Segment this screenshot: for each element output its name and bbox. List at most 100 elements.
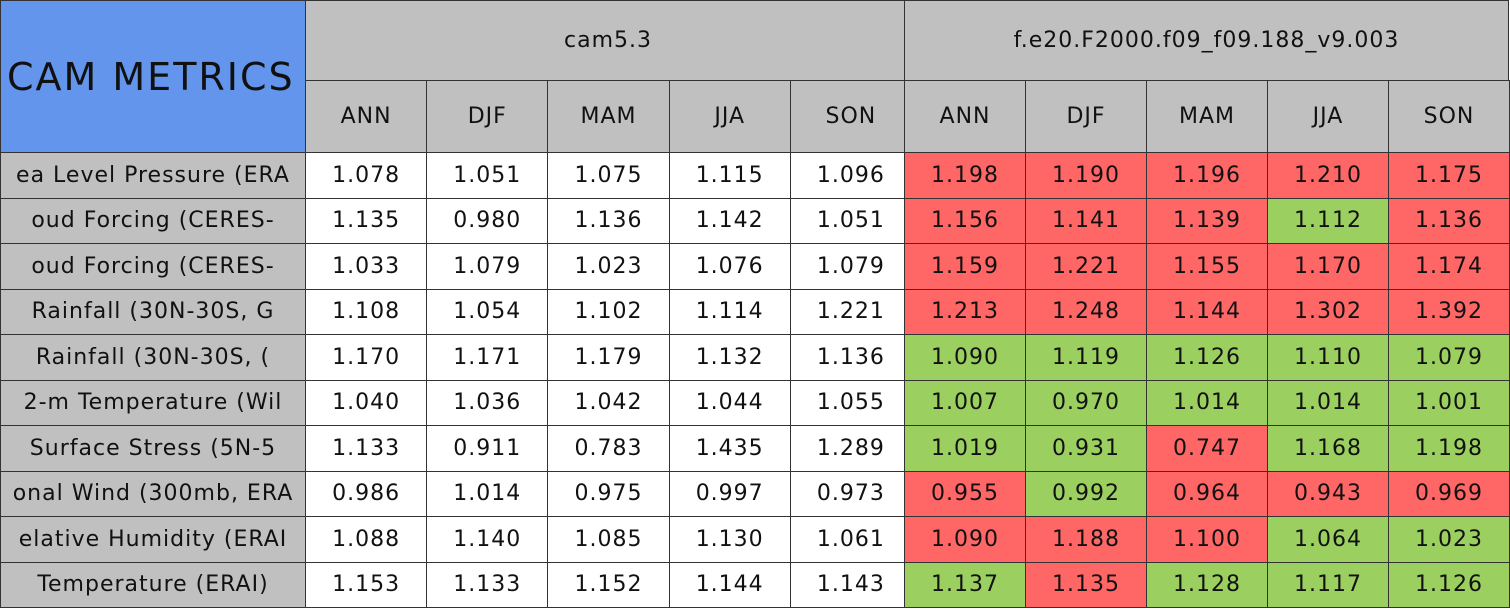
- value-cell-text: 1.014: [1294, 390, 1362, 416]
- value-cell: 1.055: [789, 379, 912, 426]
- value-cell: 0.986: [305, 470, 428, 517]
- value-cell: 1.137: [904, 561, 1026, 608]
- value-cell-text: 1.144: [1173, 299, 1241, 325]
- value-cell-text: 1.033: [332, 253, 401, 279]
- value-cell-text: 1.078: [332, 162, 401, 188]
- value-cell-text: 1.079: [1415, 344, 1483, 370]
- season-header-text: JJA: [1312, 104, 1344, 129]
- season-header-text: DJF: [1066, 104, 1106, 129]
- value-cell-text: 1.135: [1052, 572, 1120, 598]
- value-cell: 1.051: [789, 197, 912, 244]
- row-label-text: Rainfall (30N-30S, (: [35, 344, 271, 370]
- value-cell: 1.014: [1267, 379, 1389, 426]
- row-label-text: ea Level Pressure (ERA: [16, 162, 290, 188]
- value-cell: 1.289: [789, 425, 912, 472]
- value-cell: 1.001: [1388, 379, 1510, 426]
- row-label: oud Forcing (CERES-: [0, 197, 306, 244]
- value-cell: 1.392: [1388, 288, 1510, 335]
- value-cell-text: 1.143: [816, 572, 885, 598]
- value-cell-text: 1.142: [695, 208, 764, 234]
- value-cell-text: 1.051: [453, 162, 522, 188]
- title-cell-text: CAM METRICS: [7, 54, 295, 99]
- season-header-text: SON: [825, 104, 877, 129]
- value-cell: 1.179: [547, 334, 670, 381]
- value-cell: 1.078: [305, 152, 428, 199]
- group-header-text: cam5.3: [564, 28, 652, 53]
- value-cell: 1.119: [1025, 334, 1147, 381]
- value-cell-text: 1.044: [695, 390, 764, 416]
- value-cell-text: 1.117: [1294, 572, 1362, 598]
- row-label: oud Forcing (CERES-: [0, 243, 306, 290]
- row-label: Rainfall (30N-30S, G: [0, 288, 306, 335]
- value-cell-text: 1.139: [1173, 208, 1241, 234]
- value-cell: 0.955: [904, 470, 1026, 517]
- value-cell: 1.152: [547, 561, 670, 608]
- value-cell: 0.992: [1025, 470, 1147, 517]
- value-cell: 1.141: [1025, 197, 1147, 244]
- value-cell: 1.132: [668, 334, 791, 381]
- value-cell: 1.014: [426, 470, 549, 517]
- row-label-text: Rainfall (30N-30S, G: [31, 299, 275, 325]
- value-cell-text: 1.115: [695, 162, 764, 188]
- value-cell-text: 0.964: [1173, 481, 1241, 507]
- value-cell-text: 1.023: [1415, 526, 1483, 552]
- value-cell: 0.970: [1025, 379, 1147, 426]
- value-cell-text: 1.140: [453, 526, 522, 552]
- value-cell: 1.126: [1146, 334, 1268, 381]
- value-cell: 0.931: [1025, 425, 1147, 472]
- value-cell-text: 1.221: [1052, 253, 1120, 279]
- value-cell-text: 1.190: [1052, 162, 1120, 188]
- season-header: DJF: [1025, 80, 1147, 153]
- row-label: Surface Stress (5N-5: [0, 425, 306, 472]
- row-label: Temperature (ERAI): [0, 561, 306, 608]
- value-cell: 1.108: [305, 288, 428, 335]
- value-cell: 1.085: [547, 516, 670, 563]
- value-cell-text: 1.019: [931, 435, 999, 461]
- value-cell-text: 1.061: [816, 526, 885, 552]
- value-cell: 1.136: [789, 334, 912, 381]
- value-cell: 1.014: [1146, 379, 1268, 426]
- value-cell: 1.170: [1267, 243, 1389, 290]
- value-cell-text: 1.302: [1294, 299, 1362, 325]
- value-cell-text: 0.943: [1294, 481, 1362, 507]
- value-cell: 1.102: [547, 288, 670, 335]
- group-header-text: f.e20.F2000.f09_f09.188_v9.003: [1013, 28, 1400, 53]
- value-cell-text: 1.133: [332, 435, 401, 461]
- value-cell: 1.221: [789, 288, 912, 335]
- value-cell: 1.135: [305, 197, 428, 244]
- value-cell: 0.783: [547, 425, 670, 472]
- value-cell-text: 1.168: [1294, 435, 1362, 461]
- value-cell-text: 1.130: [695, 526, 764, 552]
- value-cell: 1.079: [1388, 334, 1510, 381]
- value-cell: 1.302: [1267, 288, 1389, 335]
- value-cell-text: 0.997: [695, 481, 764, 507]
- value-cell-text: 1.159: [931, 253, 999, 279]
- value-cell-text: 1.040: [332, 390, 401, 416]
- value-cell-text: 1.085: [574, 526, 643, 552]
- value-cell: 1.196: [1146, 152, 1268, 199]
- value-cell: 1.079: [426, 243, 549, 290]
- value-cell-text: 1.100: [1173, 526, 1241, 552]
- value-cell-text: 1.042: [574, 390, 643, 416]
- value-cell-text: 1.079: [453, 253, 522, 279]
- season-header-text: ANN: [340, 104, 392, 129]
- value-cell-text: 1.001: [1415, 390, 1483, 416]
- value-cell-text: 1.055: [816, 390, 885, 416]
- season-header: SON: [789, 80, 912, 153]
- value-cell-text: 0.970: [1052, 390, 1120, 416]
- row-label-text: Temperature (ERAI): [37, 572, 269, 598]
- value-cell: 1.136: [1388, 197, 1510, 244]
- value-cell: 0.943: [1267, 470, 1389, 517]
- value-cell-text: 1.156: [931, 208, 999, 234]
- value-cell: 1.090: [904, 516, 1026, 563]
- season-header: ANN: [904, 80, 1026, 153]
- value-cell: 1.248: [1025, 288, 1147, 335]
- value-cell-text: 1.137: [931, 572, 999, 598]
- value-cell: 0.747: [1146, 425, 1268, 472]
- season-header-text: MAM: [580, 104, 637, 129]
- season-header: MAM: [547, 80, 670, 153]
- value-cell: 1.213: [904, 288, 1026, 335]
- value-cell: 0.911: [426, 425, 549, 472]
- value-cell: 1.042: [547, 379, 670, 426]
- row-label-text: oud Forcing (CERES-: [31, 208, 275, 234]
